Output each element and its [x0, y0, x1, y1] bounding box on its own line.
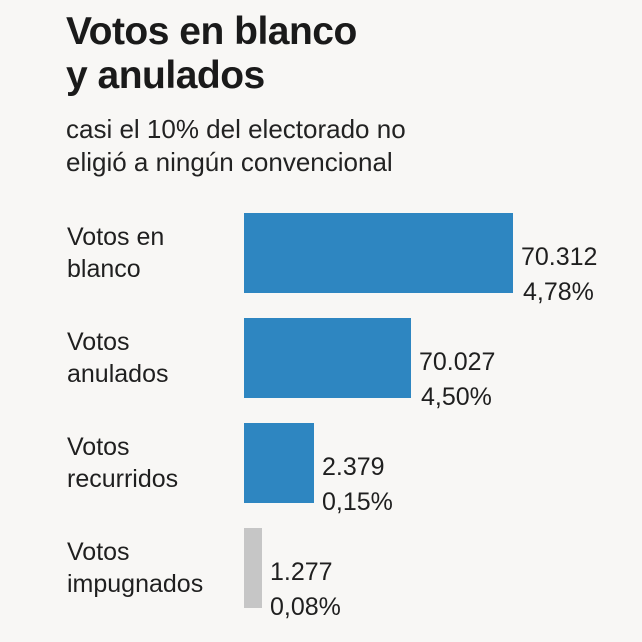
- value-label: 70.312: [521, 243, 597, 271]
- category-label: Votos: [67, 433, 130, 461]
- subtitle-line-1: casi el 10% del electorado no: [66, 114, 406, 144]
- category-label: Votos: [67, 328, 130, 356]
- value-label: 2.379: [322, 453, 385, 481]
- bar: [244, 318, 411, 398]
- value-label: 1.277: [270, 558, 333, 586]
- category-label: anulados: [67, 360, 168, 388]
- category-label: Votos: [67, 538, 130, 566]
- category-label: Votos en: [67, 223, 164, 251]
- subtitle-line-2: eligió a ningún convencional: [66, 147, 393, 177]
- percent-label: 0,15%: [322, 488, 393, 516]
- category-label: impugnados: [67, 570, 203, 598]
- title-line-1: Votos en blanco: [66, 10, 357, 53]
- percent-label: 4,50%: [421, 383, 492, 411]
- chart-subtitle: casi el 10% del electorado no eligió a ni…: [66, 113, 406, 179]
- percent-label: 4,78%: [523, 278, 594, 306]
- percent-label: 0,08%: [270, 593, 341, 621]
- bar: [244, 213, 513, 293]
- bar: [244, 528, 262, 608]
- value-label: 70.027: [419, 348, 495, 376]
- category-label: recurridos: [67, 465, 178, 493]
- category-label: blanco: [67, 255, 141, 283]
- bar: [244, 423, 314, 503]
- chart-title: Votos en blanco y anulados: [66, 10, 357, 98]
- title-line-2: y anulados: [66, 54, 265, 97]
